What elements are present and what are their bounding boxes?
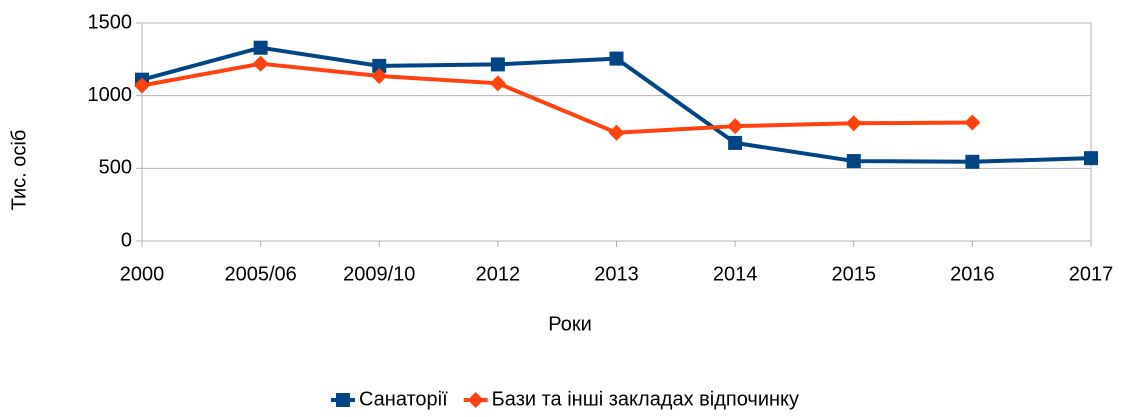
legend-marker <box>335 393 350 407</box>
y-axis-label: Тис. осіб <box>8 130 30 211</box>
data-point <box>134 77 150 94</box>
data-point <box>372 58 387 73</box>
series-line <box>141 61 973 135</box>
x-tick-label: 2009/10 <box>343 263 415 285</box>
legend-label: Санаторії <box>359 388 448 410</box>
legend-label: Бази та інші закладах відпочинку <box>492 388 799 410</box>
data-point <box>609 51 624 66</box>
x-axis-label: Роки <box>548 313 592 335</box>
data-point <box>489 75 506 92</box>
legend-marker <box>467 392 484 408</box>
x-tick-label: 2016 <box>950 263 995 285</box>
data-point <box>608 124 625 141</box>
x-tick-label: 2017 <box>1069 263 1114 285</box>
data-point <box>727 118 744 135</box>
x-tick-label: 2000 <box>120 263 165 285</box>
x-tick-label: 2005/06 <box>224 263 296 285</box>
data-point <box>964 114 981 131</box>
data-point <box>252 55 269 72</box>
y-tick-label: 1000 <box>88 84 133 106</box>
x-tick-label: 2012 <box>476 263 521 285</box>
data-point <box>1084 151 1098 166</box>
data-point <box>845 115 862 132</box>
data-point <box>253 40 268 55</box>
x-tick-label: 2015 <box>832 263 877 285</box>
y-tick-label: 0 <box>121 229 132 251</box>
legend: Санаторії Бази та інші закладах відпочинк… <box>330 388 799 410</box>
data-point <box>490 57 505 72</box>
data-point <box>728 135 743 150</box>
y-tick-label: 1500 <box>88 11 133 33</box>
data-point <box>846 154 861 169</box>
x-tick-label: 2013 <box>594 263 639 285</box>
data-point <box>371 68 388 85</box>
y-tick-label: 500 <box>99 157 132 179</box>
x-tick-label: 2014 <box>713 263 758 285</box>
data-point <box>965 154 980 169</box>
